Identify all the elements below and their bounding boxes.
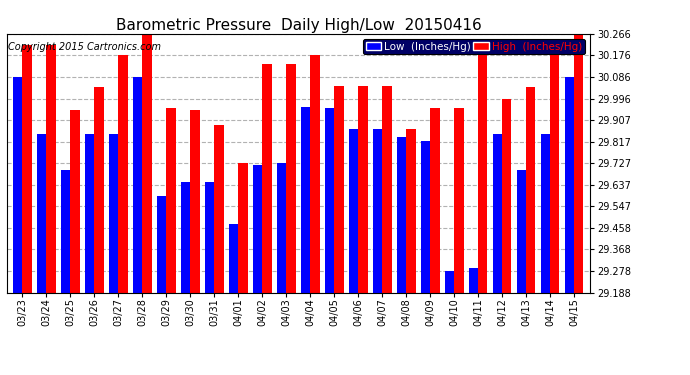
Bar — [406, 129, 415, 292]
Bar — [166, 108, 175, 292]
Bar — [95, 87, 103, 292]
Bar — [109, 134, 119, 292]
Bar — [13, 77, 23, 292]
Bar — [70, 110, 79, 292]
Bar — [157, 196, 166, 292]
Bar — [373, 129, 382, 292]
Bar — [349, 129, 358, 292]
Bar — [565, 77, 574, 292]
Bar — [119, 56, 128, 292]
Bar — [478, 56, 488, 292]
Bar — [310, 56, 319, 292]
Bar — [302, 107, 310, 292]
Bar — [239, 163, 248, 292]
Bar — [286, 64, 295, 292]
Bar — [397, 137, 406, 292]
Bar — [526, 87, 535, 292]
Bar — [358, 86, 368, 292]
Bar — [325, 108, 335, 292]
Bar — [541, 134, 551, 292]
Bar — [46, 45, 56, 292]
Bar — [277, 163, 286, 292]
Bar — [469, 268, 478, 292]
Bar — [142, 34, 152, 292]
Bar — [574, 34, 584, 292]
Bar — [61, 170, 70, 292]
Bar — [518, 170, 526, 292]
Bar — [23, 45, 32, 292]
Bar — [551, 56, 560, 292]
Bar — [86, 134, 95, 292]
Bar — [181, 182, 190, 292]
Bar — [431, 108, 440, 292]
Text: Copyright 2015 Cartronics.com: Copyright 2015 Cartronics.com — [8, 42, 161, 51]
Bar — [262, 64, 272, 292]
Bar — [133, 77, 142, 292]
Bar — [422, 141, 431, 292]
Bar — [493, 134, 502, 292]
Title: Barometric Pressure  Daily High/Low  20150416: Barometric Pressure Daily High/Low 20150… — [115, 18, 482, 33]
Legend: Low  (Inches/Hg), High  (Inches/Hg): Low (Inches/Hg), High (Inches/Hg) — [363, 39, 584, 54]
Bar — [253, 165, 262, 292]
Bar — [229, 224, 239, 292]
Bar — [215, 125, 224, 292]
Bar — [190, 110, 199, 292]
Bar — [206, 182, 215, 292]
Bar — [502, 99, 511, 292]
Bar — [335, 86, 344, 292]
Bar — [37, 134, 46, 292]
Bar — [445, 271, 455, 292]
Bar — [455, 108, 464, 292]
Bar — [382, 86, 391, 292]
